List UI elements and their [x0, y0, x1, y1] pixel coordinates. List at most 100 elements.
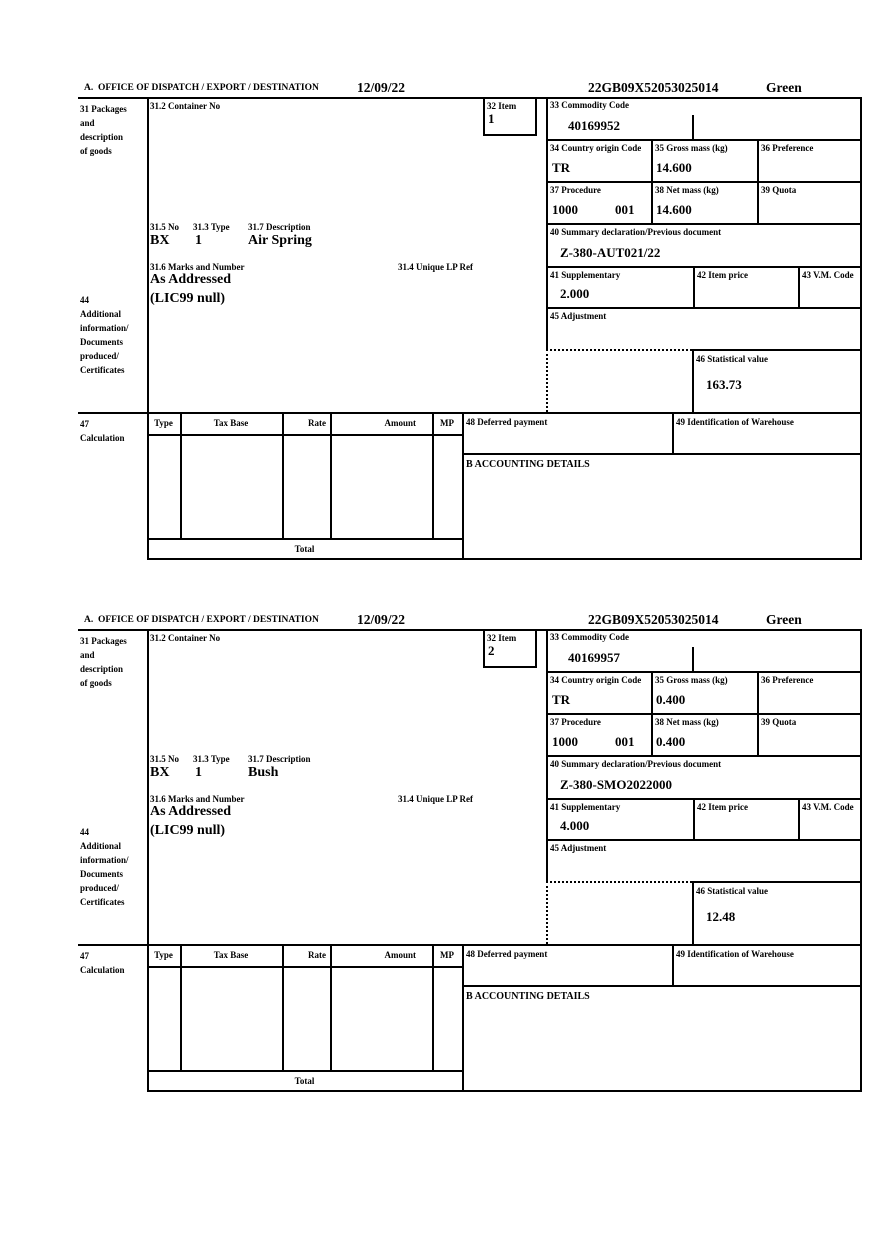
- box48-deferred-label: 48 Deferred payment: [466, 417, 548, 427]
- divider-line: [78, 629, 862, 631]
- divider-line: [147, 629, 149, 1092]
- box35-gross-mass-label: 35 Gross mass (kg): [655, 675, 728, 685]
- box31-5-no-label: 31.5 No: [150, 754, 179, 764]
- divider-line: [860, 629, 862, 1092]
- divider-line: [147, 97, 149, 560]
- divider-line: [462, 412, 464, 560]
- status-badge: Green: [766, 612, 802, 627]
- divider-line: [147, 538, 464, 540]
- box37-procedure-label: 37 Procedure: [550, 185, 601, 195]
- item-number-value: 1: [488, 111, 495, 126]
- statistical-value: 12.48: [706, 909, 736, 924]
- box31-5-no-label: 31.5 No: [150, 222, 179, 232]
- procedure-value: 1000: [552, 202, 578, 217]
- divider-line: [282, 944, 284, 1070]
- declaration-date: 12/09/22: [357, 612, 406, 627]
- calc-col-tax-base-header: Tax Base: [213, 950, 249, 960]
- gross-mass-value: 14.600: [656, 160, 692, 175]
- divider-line: [693, 798, 695, 841]
- calc-col-rate-header: Rate: [308, 950, 326, 960]
- divider-line: [78, 944, 862, 946]
- box46-statistical-label: 46 Statistical value: [696, 354, 768, 364]
- box32-item: 32 Item 1: [483, 97, 537, 136]
- box44-additional-label: 44 Additional information/ Documents pro…: [80, 295, 129, 375]
- divider-line: [692, 881, 862, 883]
- box41-supplementary-label: 41 Supplementary: [550, 270, 621, 280]
- divider-line: [330, 412, 332, 538]
- divider-line: [546, 671, 862, 673]
- box40-summary-label: 40 Summary declaration/Previous document: [550, 227, 722, 237]
- box31-7-description-label: 31.7 Description: [248, 222, 311, 232]
- box39-quota-label: 39 Quota: [761, 185, 797, 195]
- divider-line: [432, 412, 434, 538]
- commodity-code-value: 40169952: [568, 118, 620, 133]
- box31-2-container-label: 31.2 Container No: [150, 101, 221, 111]
- marks-value: As Addressed: [150, 272, 232, 287]
- box38-net-mass-label: 38 Net mass (kg): [655, 185, 719, 195]
- calc-col-tax-base-header: Tax Base: [213, 418, 249, 428]
- statistical-value: 163.73: [706, 377, 742, 392]
- box48-deferred-label: 48 Deferred payment: [466, 949, 548, 959]
- box32-item-label: 32 Item: [487, 633, 517, 643]
- divider-line: [147, 434, 464, 436]
- gross-mass-value: 0.400: [656, 692, 686, 707]
- box40-summary-label: 40 Summary declaration/Previous document: [550, 759, 722, 769]
- divider-line: [147, 558, 862, 560]
- box31-4-lp-ref-label: 31.4 Unique LP Ref: [398, 794, 474, 804]
- box33-commodity-label: 33 Commodity Code: [550, 100, 629, 110]
- box45-adjustment-label: 45 Adjustment: [550, 311, 607, 321]
- commodity-code-value: 40169957: [568, 650, 620, 665]
- additional-info-value: (LIC99 null): [150, 291, 226, 306]
- commodity-code-divider-line: [692, 647, 694, 671]
- box36-preference-label: 36 Preference: [761, 675, 814, 685]
- divider-line: [330, 944, 332, 1070]
- divider-line: [692, 349, 862, 351]
- divider-line: [78, 412, 862, 414]
- box33-commodity-label: 33 Commodity Code: [550, 632, 629, 642]
- declaration-reference: 22GB09X52053025014: [588, 80, 719, 95]
- box34-country-label: 34 Country origin Code: [550, 675, 642, 685]
- package-count-value: 1: [195, 765, 202, 780]
- box39-quota-label: 39 Quota: [761, 717, 797, 727]
- divider-line: [432, 944, 434, 1070]
- box35-gross-mass-label: 35 Gross mass (kg): [655, 143, 728, 153]
- divider-line: [546, 755, 862, 757]
- divider-line: [546, 839, 862, 841]
- box32-item: 32 Item 2: [483, 629, 537, 668]
- box32-item-label: 32 Item: [487, 101, 517, 111]
- office-of-dispatch-label: A. OFFICE OF DISPATCH / EXPORT / DESTINA…: [84, 615, 319, 625]
- summary-declaration-value: Z-380-AUT021/22: [560, 245, 661, 260]
- box49-warehouse-label: 49 Identification of Warehouse: [676, 949, 794, 959]
- dotted-divider-line: [546, 349, 548, 412]
- box37-procedure-label: 37 Procedure: [550, 717, 601, 727]
- box46-statistical-label: 46 Statistical value: [696, 886, 768, 896]
- declaration-section: A. OFFICE OF DISPATCH / EXPORT / DESTINA…: [78, 612, 862, 1094]
- calc-col-mp-header: MP: [440, 950, 454, 960]
- item-number-value: 2: [488, 643, 495, 658]
- divider-line: [546, 139, 862, 141]
- divider-line: [798, 266, 800, 309]
- calc-total-label: Total: [294, 1076, 315, 1086]
- divider-line: [546, 266, 862, 268]
- divider-line: [672, 944, 674, 987]
- divider-line: [860, 97, 862, 560]
- divider-line: [180, 412, 182, 538]
- box42-item-price-label: 42 Item price: [697, 270, 748, 280]
- country-origin-value: TR: [552, 160, 571, 175]
- box38-net-mass-label: 38 Net mass (kg): [655, 717, 719, 727]
- commodity-code-divider-line: [692, 115, 694, 139]
- box31-3-type-label: 31.3 Type: [193, 222, 230, 232]
- box36-preference-label: 36 Preference: [761, 143, 814, 153]
- divider-line: [672, 412, 674, 455]
- office-of-dispatch-label: A. OFFICE OF DISPATCH / EXPORT / DESTINA…: [84, 83, 319, 93]
- divider-line: [147, 966, 464, 968]
- box31-4-lp-ref-label: 31.4 Unique LP Ref: [398, 262, 474, 272]
- declaration-section: A. OFFICE OF DISPATCH / EXPORT / DESTINA…: [78, 80, 862, 562]
- divider-line: [546, 223, 862, 225]
- box31-6-marks-label: 31.6 Marks and Number: [150, 794, 245, 804]
- country-origin-value: TR: [552, 692, 571, 707]
- divider-line: [546, 713, 862, 715]
- box49-warehouse-label: 49 Identification of Warehouse: [676, 417, 794, 427]
- calc-col-mp-header: MP: [440, 418, 454, 428]
- net-mass-value: 14.600: [656, 202, 692, 217]
